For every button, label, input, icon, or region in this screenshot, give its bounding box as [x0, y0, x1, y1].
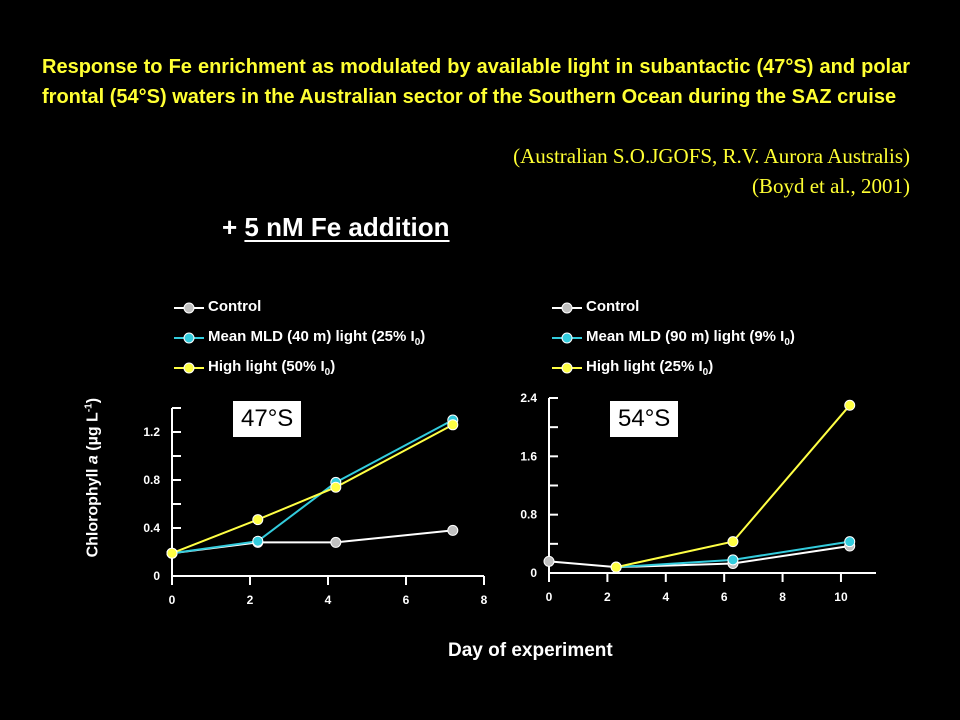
legend-item-control: Control — [550, 293, 795, 323]
x-tick-label: 8 — [779, 590, 786, 604]
reference-line-2: (Boyd et al., 2001) — [751, 174, 910, 198]
region-label-47s: 47°S — [233, 401, 302, 437]
data-point — [330, 481, 342, 493]
data-point — [252, 535, 264, 547]
mean-mld-marker-icon — [174, 332, 204, 344]
control-marker-icon — [552, 302, 582, 314]
data-point — [844, 399, 856, 411]
headline-prefix: + — [222, 212, 245, 242]
data-point — [610, 561, 622, 573]
x-tick-label: 4 — [662, 590, 669, 604]
x-tick-label: 8 — [481, 593, 488, 607]
y-tick-label: 0 — [153, 569, 160, 583]
legend-47s: Control Mean MLD (40 m) light (25% I0) H… — [172, 293, 425, 383]
data-point — [844, 536, 856, 548]
headline: + 5 nM Fe addition — [222, 212, 450, 243]
legend-label: Mean MLD (40 m) light (25% I0) — [208, 328, 426, 348]
data-point — [252, 514, 264, 526]
series-line — [171, 423, 454, 555]
series-line — [171, 529, 453, 555]
legend-54s: Control Mean MLD (90 m) light (9% I0) Hi… — [550, 293, 795, 383]
legend-item-mean-mld: Mean MLD (90 m) light (9% I0) — [550, 323, 795, 353]
data-point — [727, 536, 739, 548]
x-axis-label: Day of experiment — [448, 640, 613, 661]
y-tick-label: 0.4 — [143, 521, 160, 535]
legend-item-control: Control — [172, 293, 425, 323]
y-tick-label: 1.6 — [520, 449, 537, 463]
legend-label: Mean MLD (90 m) light (9% I0) — [586, 328, 795, 348]
data-point — [543, 555, 555, 567]
y-axis-label: Chlorophyll a (µg L-1) — [83, 397, 102, 558]
control-marker-icon — [174, 302, 204, 314]
x-tick-label: 2 — [247, 593, 254, 607]
data-point — [447, 524, 459, 536]
y-tick-label: 0.8 — [143, 473, 160, 487]
reference-line-1: (Australian S.O.JGOFS, R.V. Aurora Austr… — [513, 144, 910, 168]
y-tick-label: 1.2 — [143, 425, 160, 439]
legend-label: Control — [586, 298, 640, 315]
slide-title: Response to Fe enrichment as modulated b… — [42, 56, 910, 108]
x-tick-label: 6 — [403, 593, 410, 607]
headline-underlined: 5 nM Fe addition — [244, 212, 450, 242]
legend-item-high-light: High light (25% I0) — [550, 353, 795, 383]
series-line — [548, 545, 850, 569]
high-light-marker-icon — [174, 362, 204, 374]
x-tick-label: 2 — [604, 590, 611, 604]
x-tick-label: 0 — [169, 593, 176, 607]
x-tick-label: 4 — [325, 593, 332, 607]
data-point — [727, 554, 739, 566]
x-tick-label: 6 — [721, 590, 728, 604]
x-tick-label: 0 — [546, 590, 553, 604]
legend-label: High light (25% I0) — [586, 358, 714, 378]
legend-item-mean-mld: Mean MLD (40 m) light (25% I0) — [172, 323, 425, 353]
mean-mld-marker-icon — [552, 332, 582, 344]
y-tick-label: 2.4 — [520, 391, 537, 405]
y-tick-label: 0.8 — [520, 508, 537, 522]
data-point — [447, 419, 459, 431]
high-light-marker-icon — [552, 362, 582, 374]
x-tick-label: 10 — [834, 590, 848, 604]
legend-item-high-light: High light (50% I0) — [172, 353, 425, 383]
region-label-54s: 54°S — [610, 401, 679, 437]
legend-label: Control — [208, 298, 262, 315]
legend-label: High light (50% I0) — [208, 358, 336, 378]
data-point — [330, 536, 342, 548]
data-point — [166, 547, 178, 559]
y-tick-label: 0 — [530, 566, 537, 580]
series-line — [171, 419, 454, 555]
